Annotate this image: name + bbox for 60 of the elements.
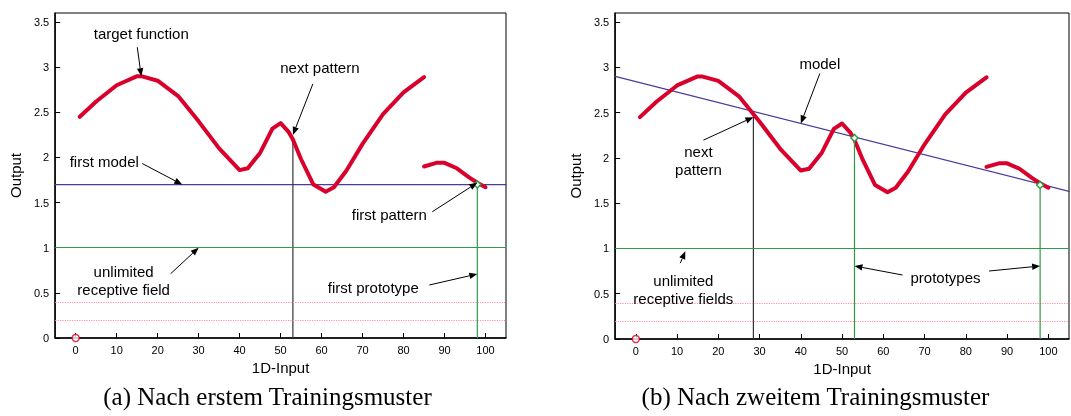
y-tick-label: 2.5 (593, 106, 610, 119)
annotation: unlimited receptive fields (633, 271, 734, 307)
y-axis-title: Output (567, 152, 584, 199)
x-tick-label: 30 (753, 344, 766, 357)
line-series (422, 160, 488, 190)
x-tick-label: 70 (918, 344, 931, 357)
y-tick-label: 2 (603, 151, 610, 164)
x-tick-label: 30 (192, 343, 205, 356)
x-tick-label: 100 (476, 343, 495, 356)
x-tick-label: 10 (110, 343, 123, 356)
y-tick-label: 1 (603, 242, 610, 255)
y-tick-label: 1 (43, 241, 50, 254)
text: (b) Nach zweitem Trainingsmuster (641, 383, 991, 411)
x-tick-label: 50 (835, 344, 849, 357)
y-axis-title: Output (7, 152, 24, 199)
annotation: first model (69, 153, 139, 171)
point (850, 133, 859, 143)
x-tick-label: 70 (356, 343, 369, 356)
x-tick-label: 20 (151, 343, 164, 356)
annotation: next pattern (675, 142, 722, 178)
y-tick-label: 1.5 (33, 196, 50, 209)
annotation: first pattern (351, 206, 427, 224)
x-tick-label: 60 (877, 344, 890, 357)
line-series (637, 74, 989, 195)
y-tick-label: 1.5 (593, 197, 610, 210)
line-series (984, 161, 1051, 190)
x-axis-title: 1D-Input (813, 360, 872, 377)
y-tick-label: 0.5 (593, 287, 610, 300)
y-tick-label: 0 (43, 332, 50, 344)
y-tick-label: 2.5 (33, 106, 50, 119)
x-tick-label: 0 (72, 343, 79, 356)
y-tick-label: 3.5 (593, 16, 610, 29)
x-tick-label: 90 (1000, 344, 1014, 357)
annotation: first prototype (327, 278, 419, 296)
annotation: prototypes (910, 268, 981, 286)
x-tick-label: 50 (274, 343, 287, 356)
y-tick-label: 3 (603, 61, 610, 74)
y-tick-label: 3.5 (33, 16, 50, 29)
x-tick-label: 40 (233, 343, 246, 356)
x-tick-label: 80 (959, 344, 972, 357)
x-tick-label: 100 (1039, 344, 1058, 357)
x-tick-label: 0 (632, 344, 639, 357)
point (1035, 180, 1045, 190)
y-tick-label: 0 (603, 333, 610, 345)
annotation: unlimited receptive field (77, 263, 170, 299)
annotation: target function (93, 24, 189, 42)
annotation: next pattern (280, 59, 360, 77)
text: (a) Nach erstem Trainingsmuster (103, 383, 433, 411)
x-axis-title: 1D-Input (251, 359, 311, 376)
y-tick-label: 3 (43, 61, 50, 74)
x-tick-label: 20 (712, 344, 725, 357)
point (631, 334, 641, 344)
x-tick-label: 40 (794, 344, 807, 357)
y-tick-label: 0.5 (33, 286, 50, 299)
x-tick-label: 80 (397, 343, 410, 356)
x-tick-label: 60 (315, 343, 328, 356)
x-tick-label: 10 (670, 344, 684, 357)
annotation: model (799, 54, 841, 72)
y-tick-label: 2 (43, 151, 50, 164)
x-tick-label: 90 (438, 343, 451, 356)
